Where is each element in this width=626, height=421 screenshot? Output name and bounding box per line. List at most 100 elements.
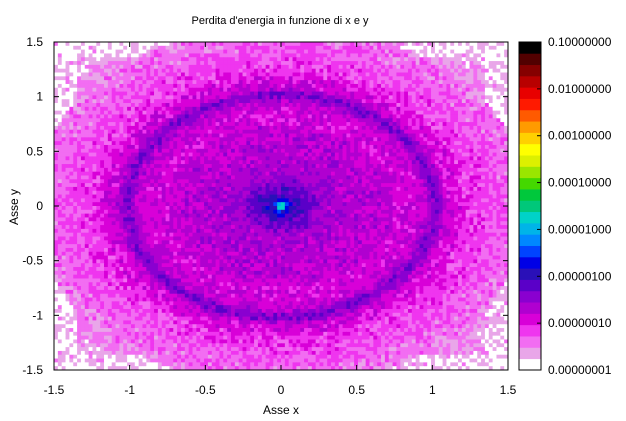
heatmap-cell	[465, 144, 470, 150]
heatmap-cell	[307, 129, 313, 134]
heatmap-cell	[188, 179, 193, 184]
heatmap-cell	[269, 171, 274, 176]
heatmap-cell	[204, 64, 209, 70]
heatmap-cell	[331, 61, 336, 66]
heatmap-cell	[92, 141, 97, 146]
heatmap-cell	[246, 64, 251, 70]
heatmap-cell	[184, 164, 190, 169]
heatmap-cell	[377, 106, 382, 112]
heatmap-cell	[381, 53, 386, 58]
heatmap-cell	[473, 179, 478, 184]
heatmap-cell	[388, 87, 393, 92]
heatmap-cell	[504, 164, 509, 169]
heatmap-cell	[100, 202, 105, 207]
heatmap-cell	[234, 110, 240, 115]
heatmap-cell	[77, 179, 82, 184]
heatmap-cell	[300, 118, 305, 123]
heatmap-cell	[80, 95, 86, 100]
heatmap-cell	[150, 194, 155, 199]
heatmap-cell	[465, 57, 470, 62]
heatmap-cell	[411, 45, 417, 51]
heatmap-cell	[80, 99, 86, 104]
heatmap-cell	[192, 83, 197, 89]
heatmap-cell	[365, 72, 370, 77]
heatmap-cell	[184, 175, 190, 180]
heatmap-cell	[461, 114, 467, 119]
heatmap-cell	[115, 80, 120, 85]
heatmap-cell	[254, 179, 259, 184]
heatmap-cell	[157, 106, 163, 112]
heatmap-cell	[488, 156, 494, 161]
heatmap-cell	[434, 122, 440, 127]
heatmap-cell	[130, 106, 136, 112]
heatmap-cell	[119, 137, 124, 142]
heatmap-cell	[246, 114, 251, 119]
heatmap-cell	[61, 152, 66, 157]
heatmap-cell	[257, 133, 263, 138]
heatmap-cell	[211, 160, 216, 165]
heatmap-cell	[288, 87, 293, 92]
heatmap-cell	[500, 64, 505, 70]
heatmap-cell	[115, 190, 120, 195]
heatmap-cell	[215, 91, 220, 96]
heatmap-cell	[123, 57, 128, 62]
heatmap-cell	[461, 95, 467, 100]
heatmap-cell	[354, 118, 359, 123]
heatmap-cell	[69, 175, 74, 180]
heatmap-cell	[134, 133, 140, 138]
heatmap-cell	[242, 190, 247, 195]
heatmap-cell	[115, 83, 120, 89]
heatmap-cell	[384, 129, 390, 134]
heatmap-cell	[80, 164, 86, 169]
heatmap-cell	[392, 61, 397, 66]
heatmap-cell	[438, 103, 443, 108]
heatmap-cell	[230, 190, 236, 195]
heatmap-cell	[142, 194, 147, 199]
heatmap-cell	[473, 114, 478, 119]
heatmap-cell	[350, 175, 355, 180]
heatmap-cell	[377, 114, 382, 119]
heatmap-cell	[73, 175, 78, 180]
heatmap-cell	[411, 80, 417, 85]
heatmap-cell	[284, 106, 290, 112]
heatmap-cell	[442, 156, 447, 161]
heatmap-cell	[392, 53, 397, 58]
heatmap-cell	[500, 45, 505, 51]
heatmap-cell	[161, 183, 166, 188]
heatmap-cell	[154, 110, 159, 115]
heatmap-cell	[177, 53, 182, 58]
heatmap-cell	[411, 194, 417, 199]
heatmap-cell	[327, 190, 332, 195]
heatmap-cell	[488, 110, 494, 115]
heatmap-cell	[377, 95, 382, 100]
heatmap-cell	[446, 160, 451, 165]
heatmap-cell	[357, 144, 363, 150]
heatmap-cell	[465, 186, 470, 192]
heatmap-cell	[177, 175, 182, 180]
heatmap-cell	[415, 114, 420, 119]
heatmap-cell	[119, 167, 124, 173]
heatmap-cell	[69, 118, 74, 123]
heatmap-cell	[392, 167, 397, 173]
heatmap-cell	[442, 144, 447, 150]
heatmap-cell	[484, 64, 490, 70]
heatmap-cell	[104, 202, 109, 207]
heatmap-cell	[230, 118, 236, 123]
heatmap-cell	[307, 118, 313, 123]
heatmap-cell	[184, 198, 190, 203]
heatmap-cell	[69, 87, 74, 92]
heatmap-cell	[192, 198, 197, 203]
heatmap-cell	[173, 122, 178, 127]
heatmap-cell	[338, 87, 343, 92]
heatmap-cell	[481, 137, 486, 142]
heatmap-cell	[111, 133, 116, 138]
heatmap-cell	[238, 183, 243, 188]
heatmap-cell	[281, 110, 286, 115]
heatmap-cell	[407, 125, 413, 131]
heatmap-cell	[473, 194, 478, 199]
heatmap-cell	[230, 83, 236, 89]
heatmap-cell	[100, 122, 105, 127]
heatmap-cell	[169, 95, 174, 100]
heatmap-cell	[311, 72, 317, 77]
heatmap-cell	[96, 80, 101, 85]
